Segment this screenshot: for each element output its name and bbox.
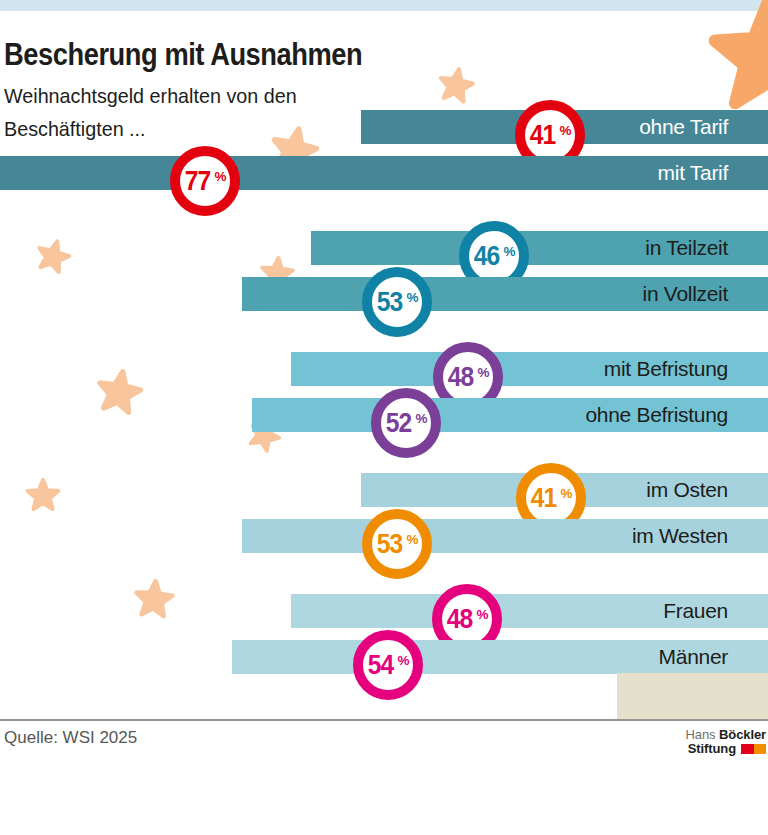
value-number: 53: [377, 286, 403, 318]
value-badge: 53%: [362, 267, 432, 337]
bar-ohne-befristung: ohne Befristung: [252, 398, 768, 432]
value-number: 48: [447, 603, 473, 635]
star-icon: [100, 372, 140, 413]
logo-line2: Stiftung: [686, 743, 766, 755]
infographic: Bescherung mit Ausnahmen Weihnachtsgeld …: [0, 0, 768, 835]
star-icon: [28, 480, 59, 509]
value-percent-sign: %: [478, 365, 490, 380]
value-number: 41: [531, 482, 557, 514]
value-number: 52: [386, 407, 412, 439]
bar-label: Männer: [659, 640, 728, 674]
star-icon: [441, 69, 473, 101]
footer-divider: [0, 719, 768, 721]
value-badge: 77%: [170, 146, 240, 216]
source-text: Quelle: WSI 2025: [4, 728, 137, 748]
bar-label: in Vollzeit: [643, 277, 728, 311]
bar-label: in Teilzeit: [645, 231, 728, 265]
value-number: 77: [185, 165, 211, 197]
star-icon: [137, 581, 173, 616]
bar-in-vollzeit: in Vollzeit: [242, 277, 768, 311]
bar-label: Frauen: [663, 594, 728, 628]
bar-männer: Männer: [232, 640, 768, 674]
value-percent-sign: %: [215, 169, 227, 184]
bar-im-westen: im Westen: [242, 519, 768, 553]
value-badge: 52%: [371, 388, 441, 458]
bar-label: im Osten: [646, 473, 728, 507]
value-badge: 53%: [362, 509, 432, 579]
bar-label: im Westen: [632, 519, 728, 553]
value-number: 46: [474, 240, 500, 272]
bar-in-teilzeit: in Teilzeit: [311, 231, 768, 265]
value-number: 53: [377, 528, 403, 560]
value-percent-sign: %: [560, 123, 572, 138]
bar-frauen: Frauen: [291, 594, 768, 628]
value-number: 41: [530, 119, 556, 151]
big-star-icon: [715, 2, 768, 103]
logo-flag-red: [741, 744, 754, 754]
value-percent-sign: %: [477, 607, 489, 622]
bar-label: mit Tarif: [658, 156, 728, 190]
bar-label: ohne Befristung: [585, 398, 728, 432]
bar-label: ohne Tarif: [639, 110, 728, 144]
value-percent-sign: %: [416, 411, 428, 426]
value-percent-sign: %: [407, 290, 419, 305]
bar-mit-befristung: mit Befristung: [291, 352, 768, 386]
bar-mit-tarif: mit Tarif: [0, 156, 768, 190]
value-badge: 54%: [353, 630, 423, 700]
value-percent-sign: %: [398, 653, 410, 668]
hbs-logo: Hans Böckler Stiftung: [686, 729, 766, 755]
value-percent-sign: %: [504, 244, 516, 259]
beige-block: [617, 673, 768, 719]
star-icon: [39, 241, 69, 272]
bar-label: mit Befristung: [604, 352, 728, 386]
value-percent-sign: %: [561, 486, 573, 501]
value-percent-sign: %: [407, 532, 419, 547]
value-number: 48: [448, 361, 474, 393]
logo-flag-orange: [754, 744, 767, 754]
logo-flag: [741, 744, 766, 754]
value-number: 54: [368, 649, 394, 681]
logo-line1: Hans Böckler: [686, 729, 766, 741]
